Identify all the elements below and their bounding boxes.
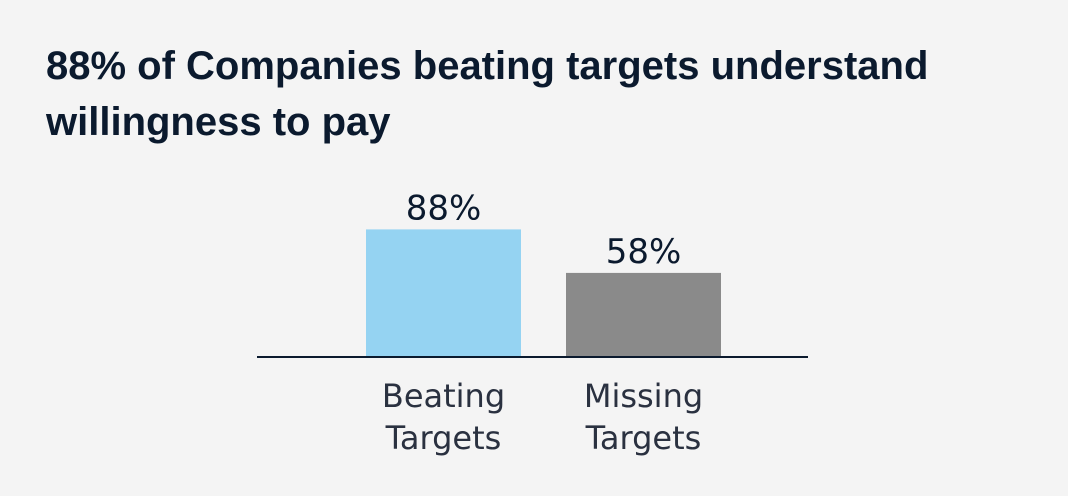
bars-group: [366, 229, 721, 357]
category-label-missing-line-2: Targets: [585, 419, 702, 457]
chart-title: 88% of Companies beating targets underst…: [46, 44, 929, 144]
category-label-beating-line-2: Targets: [385, 419, 502, 457]
value-label-missing: 58%: [606, 232, 682, 272]
value-labels-group: 88% 58%: [406, 188, 682, 272]
category-label-beating-line-1: Beating: [382, 377, 505, 415]
category-labels-group: Beating Targets Missing Targets: [382, 377, 703, 457]
bar-beating: [366, 229, 521, 357]
value-label-beating: 88%: [406, 188, 482, 228]
bar-missing: [566, 272, 721, 357]
category-label-missing-line-1: Missing: [584, 377, 703, 415]
